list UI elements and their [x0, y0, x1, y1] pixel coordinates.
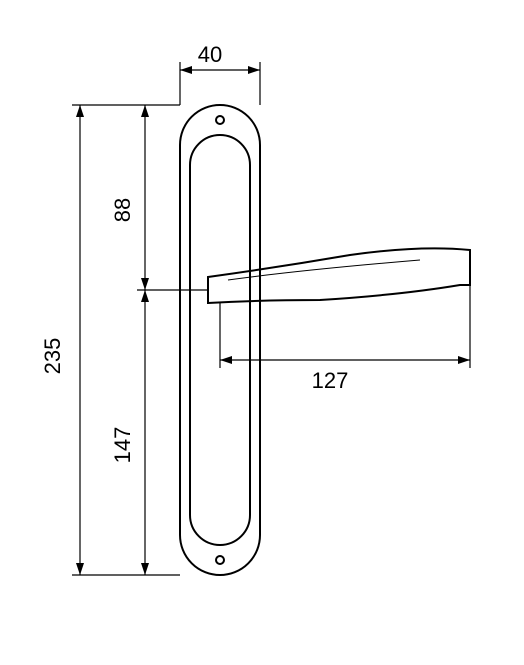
dimension-label: 88	[110, 198, 135, 222]
dimension-label: 40	[198, 42, 222, 67]
dimension-label: 147	[110, 427, 135, 464]
screw-hole-top	[216, 116, 224, 124]
dimension-height-88: 88	[110, 105, 208, 290]
technical-drawing: 40 235 88 147 127	[0, 0, 524, 665]
dimension-height-147: 147	[110, 290, 149, 575]
dimension-width-40: 40	[180, 42, 260, 105]
lever-handle	[208, 248, 470, 303]
dimension-label: 235	[40, 338, 65, 375]
screw-hole-bottom	[216, 556, 224, 564]
dimension-label: 127	[312, 368, 349, 393]
dimension-height-235: 235	[40, 105, 180, 575]
